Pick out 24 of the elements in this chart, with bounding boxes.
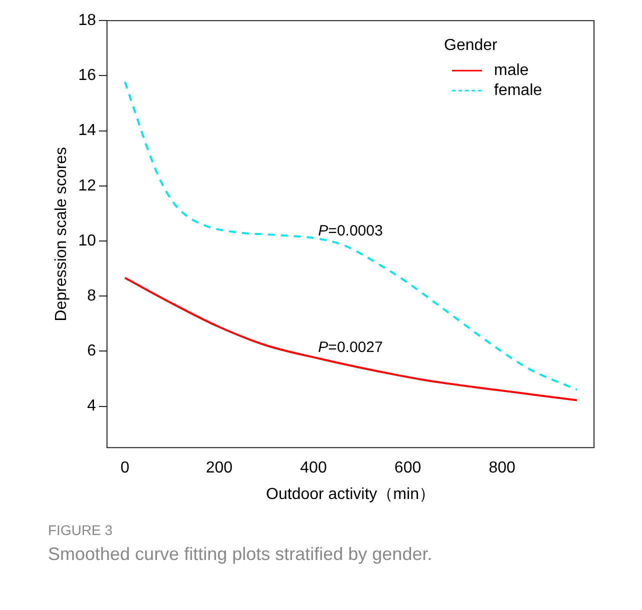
text: Smoothed curve fitting plots stratified by gender. [48,544,434,565]
y-tick-label: 18 [78,12,96,30]
x-tick-label: 600 [394,460,422,477]
y-tick-label: 4 [87,398,96,415]
y-tick-label: 6 [87,342,96,360]
x-tick-label: 400 [300,460,327,477]
y-tick-label: 12 [78,177,96,194]
y-tick-label: 14 [78,122,96,140]
x-tick-label: 800 [488,460,516,477]
y-tick-label: 16 [78,67,96,84]
annotation: P=0.0003 [318,222,383,240]
legend-label: male [494,62,529,80]
legend-label: female [494,82,542,100]
x-tick-label: 200 [206,460,233,477]
legend-title: Gender [444,37,498,54]
x-axis-title: Outdoor activity（min） [266,486,435,503]
annotation: P=0.0027 [318,339,383,356]
y-tick-label: 8 [87,287,96,304]
caption: FIGURE 3 [48,522,114,538]
y-axis-title: Depression scale scores [53,146,70,322]
y-tick-label: 10 [78,232,96,250]
line-series [124,276,578,402]
x-tick-label: 0 [120,460,130,477]
line-series [124,80,578,391]
